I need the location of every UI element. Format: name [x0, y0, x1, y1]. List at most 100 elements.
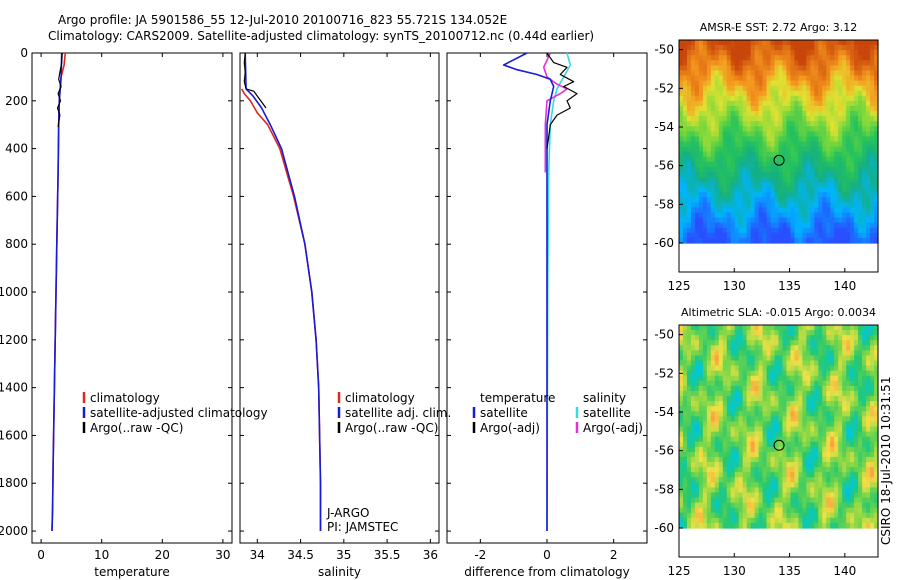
heatmap-cell	[826, 237, 831, 244]
heatmap-cell	[694, 161, 700, 168]
heatmap-cell	[806, 161, 811, 168]
heatmap-cell	[790, 131, 796, 138]
heatmap-cell	[850, 232, 855, 239]
heatmap-cell	[842, 340, 847, 346]
heatmap-cell	[870, 75, 875, 82]
heatmap-cell	[830, 390, 835, 397]
heatmap-cell	[746, 217, 752, 224]
heatmap-cell	[854, 55, 859, 61]
heatmap-cell	[738, 131, 744, 138]
heatmap-cell	[706, 177, 712, 183]
heatmap-cell	[714, 60, 720, 66]
heatmap-cell	[766, 131, 772, 138]
heatmap-cell	[862, 467, 867, 473]
heatmap-cell	[834, 161, 839, 168]
heatmap-cell	[826, 192, 831, 198]
heatmap-cell	[794, 90, 799, 97]
heatmap-cell	[786, 472, 792, 478]
heatmap-cell	[806, 416, 811, 423]
heatmap-cell	[718, 325, 724, 331]
heatmap-cell	[866, 146, 871, 153]
heatmap-cell	[862, 360, 867, 367]
heatmap-cell	[694, 396, 700, 402]
heatmap-cell	[679, 522, 684, 529]
heatmap-cell	[706, 446, 712, 453]
heatmap-cell	[822, 105, 827, 112]
heatmap-cell	[862, 111, 867, 117]
heatmap-cell	[766, 105, 772, 112]
heatmap-cell	[814, 446, 819, 453]
heatmap-cell	[794, 70, 799, 77]
heatmap-cell	[722, 217, 728, 224]
heatmap-cell	[694, 116, 700, 122]
heatmap-cell	[734, 396, 740, 402]
heatmap-cell	[738, 182, 744, 188]
heatmap-cell	[762, 325, 768, 331]
heatmap-cell	[838, 237, 843, 244]
heatmap-cell	[750, 80, 756, 87]
heatmap-cell	[742, 385, 748, 392]
heatmap-cell	[810, 401, 815, 407]
heatmap-cell	[730, 45, 736, 51]
heatmap-cell	[742, 497, 748, 504]
heatmap-cell	[774, 441, 780, 448]
heatmap-cell	[718, 161, 724, 168]
heatmap-cell	[702, 375, 708, 382]
heatmap-cell	[850, 146, 855, 153]
heatmap-cell	[742, 436, 748, 443]
heatmap-cell	[746, 517, 752, 524]
heatmap-cell	[774, 212, 780, 219]
heatmap-cell	[782, 136, 788, 143]
heatmap-cell	[846, 45, 851, 51]
heatmap-cell	[754, 70, 760, 77]
heatmap-cell	[858, 456, 863, 463]
heatmap-cell	[874, 477, 879, 483]
heatmap-cell	[858, 237, 863, 244]
heatmap-cell	[858, 482, 863, 488]
heatmap-cell	[858, 182, 863, 188]
heatmap-cell	[822, 492, 827, 499]
heatmap-cell	[866, 365, 871, 372]
heatmap-cell	[738, 441, 744, 448]
heatmap-cell	[706, 65, 712, 72]
heatmap-cell	[770, 202, 776, 209]
heatmap-cell	[778, 232, 784, 239]
heatmap-cell	[690, 396, 696, 402]
heatmap-cell	[710, 396, 716, 402]
heatmap-cell	[706, 355, 712, 362]
heatmap-cell	[790, 456, 796, 463]
heatmap-cell	[850, 360, 855, 367]
heatmap-cell	[706, 156, 712, 163]
heatmap-cell	[790, 345, 796, 351]
heatmap-cell	[714, 325, 720, 331]
heatmap-cell	[870, 517, 875, 524]
heatmap-cell	[770, 156, 776, 163]
heatmap-cell	[858, 222, 863, 229]
heatmap-cell	[866, 482, 871, 488]
heatmap-cell	[754, 146, 760, 153]
heatmap-cell	[710, 192, 716, 198]
heatmap-cell	[834, 345, 839, 351]
heatmap-cell	[698, 166, 704, 173]
heatmap-cell	[774, 456, 780, 463]
heatmap-cell	[714, 390, 720, 397]
heatmap-cell	[702, 50, 708, 56]
heatmap-cell	[846, 467, 851, 473]
heatmap-cell	[826, 517, 831, 524]
heatmap-cell	[746, 467, 752, 473]
heatmap-cell	[798, 121, 803, 127]
heatmap-cell	[702, 416, 708, 423]
legend-label: Argo(..raw -QC)	[345, 421, 438, 435]
heatmap-cell	[870, 237, 875, 244]
heatmap-cell	[806, 385, 811, 392]
heatmap-cell	[802, 421, 807, 428]
heatmap-cell	[694, 446, 700, 453]
heatmap-cell	[822, 436, 827, 443]
heatmap-cell	[750, 385, 756, 392]
heatmap-cell	[866, 232, 871, 239]
heatmap-cell	[722, 45, 728, 51]
heatmap-cell	[822, 212, 827, 219]
heatmap-cell	[814, 467, 819, 473]
heatmap-cell	[842, 390, 847, 397]
heatmap-cell	[726, 105, 732, 112]
